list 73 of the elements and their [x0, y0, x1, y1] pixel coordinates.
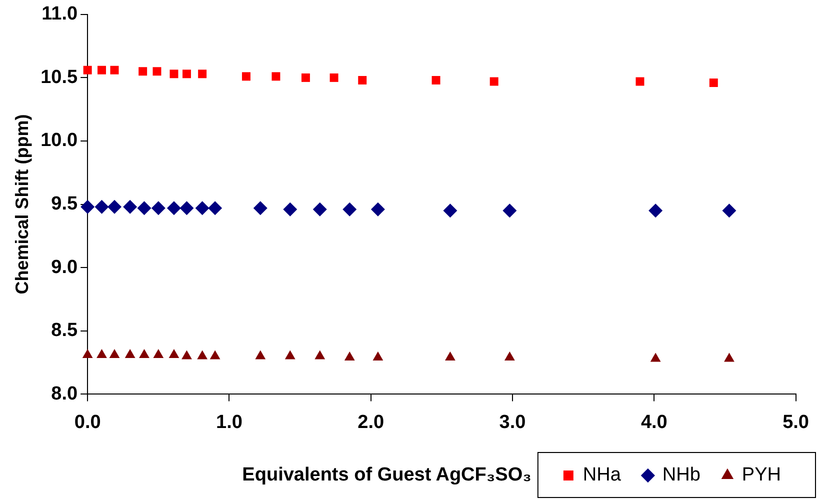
- point: [123, 200, 138, 214]
- x-tick-label: 2.0: [358, 412, 384, 433]
- point: [242, 72, 250, 81]
- x-tick-label: 0.0: [74, 412, 101, 433]
- point: [432, 76, 440, 84]
- point: [195, 201, 210, 216]
- point: [301, 73, 310, 82]
- y-tick-label: 9.5: [51, 194, 78, 215]
- point: [502, 204, 517, 218]
- point: [312, 202, 327, 216]
- point: [137, 201, 152, 216]
- y-tick-label: 11.0: [42, 4, 78, 25]
- point: [724, 352, 734, 362]
- x-tick-label: 1.0: [216, 412, 242, 433]
- point: [110, 66, 119, 74]
- point: [182, 70, 191, 78]
- point: [444, 351, 456, 360]
- point: [153, 348, 164, 358]
- point: [272, 72, 280, 81]
- legend-label: PYH: [742, 464, 782, 486]
- point: [166, 201, 181, 216]
- point: [96, 348, 107, 358]
- point: [151, 201, 166, 216]
- point: [636, 77, 644, 86]
- point: [370, 202, 385, 216]
- point: [208, 201, 222, 216]
- point: [709, 78, 718, 88]
- point: [94, 200, 109, 214]
- point: [372, 351, 384, 360]
- point: [138, 67, 148, 76]
- legend-label: NHa: [582, 464, 622, 486]
- point: [80, 200, 95, 214]
- point: [490, 77, 498, 86]
- x-tick-label: 3.0: [499, 412, 526, 433]
- y-tick-label: 10.5: [40, 66, 78, 88]
- point: [314, 350, 326, 360]
- point: [124, 348, 136, 358]
- x-tick-label: 4.0: [640, 412, 668, 433]
- point: [283, 202, 298, 216]
- point: [504, 351, 515, 360]
- y-tick-label: 9.0: [51, 256, 78, 278]
- point: [342, 202, 357, 216]
- point: [168, 348, 180, 358]
- y-tick-label: 10.0: [40, 130, 78, 152]
- point: [82, 348, 93, 358]
- point: [83, 66, 92, 74]
- point: [344, 351, 355, 360]
- point: [330, 73, 338, 82]
- point: [284, 350, 296, 360]
- point: [443, 204, 458, 218]
- point: [197, 350, 208, 360]
- point: [358, 76, 367, 84]
- x-tick-label: 5.0: [782, 412, 810, 433]
- point: [648, 204, 663, 218]
- y-axis-title: Chemical Shift (ppm): [12, 114, 32, 294]
- point: [198, 70, 207, 78]
- point: [139, 348, 150, 358]
- x-axis-title: Equivalents of Guest AgCF₃SO₃: [242, 464, 532, 486]
- point: [98, 66, 106, 74]
- y-tick-label: 8.5: [51, 320, 78, 342]
- point: [152, 67, 162, 76]
- y-tick-label: 8.0: [51, 383, 78, 404]
- point: [722, 204, 736, 218]
- legend-label: NHb: [662, 464, 700, 486]
- point: [170, 70, 178, 78]
- point: [255, 350, 266, 360]
- point: [182, 350, 192, 360]
- point: [210, 350, 220, 360]
- point: [650, 352, 661, 362]
- point: [180, 201, 194, 216]
- point: [107, 200, 122, 214]
- point: [253, 201, 268, 216]
- point: [109, 348, 120, 358]
